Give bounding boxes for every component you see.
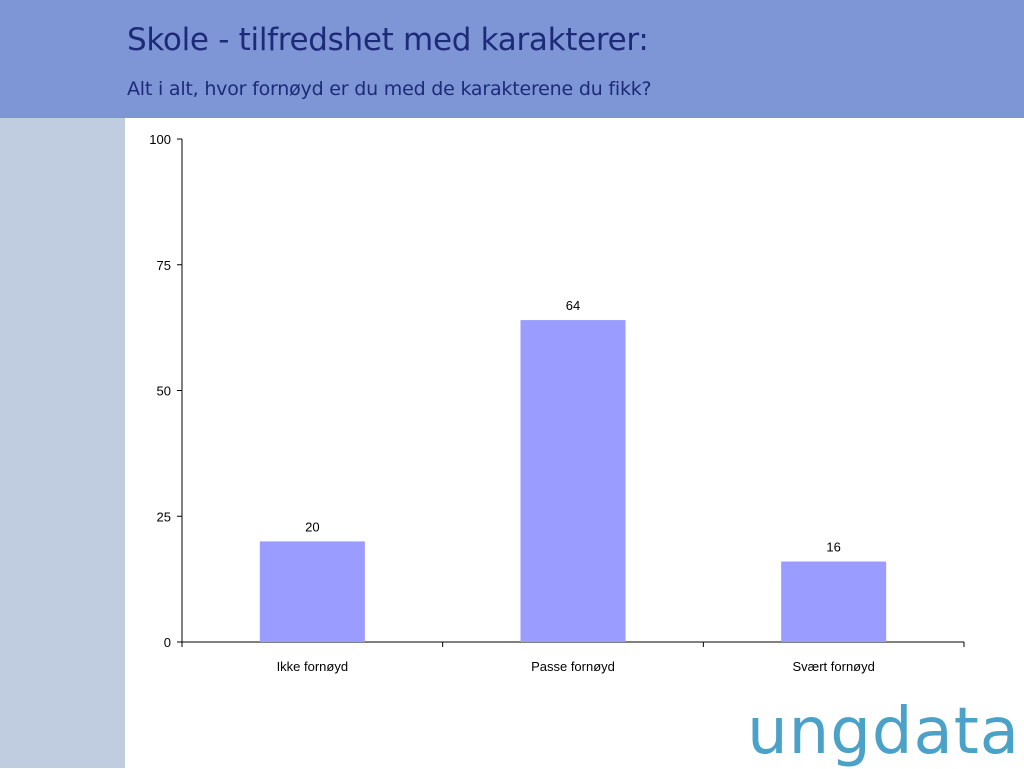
header-band: Skole - tilfredshet med karakterer: Alt …: [0, 0, 1024, 118]
y-tick-label: 50: [157, 384, 171, 399]
side-strip: [0, 118, 125, 768]
x-category-label: Ikke fornøyd: [277, 659, 349, 674]
ungdata-logo: ungdata: [747, 695, 1020, 769]
data-label: 64: [566, 298, 580, 313]
bar-chart: 0 25 50 75 100 20 Ikke fornøyd 64 Passe fornøyd 1…: [149, 132, 965, 674]
page-subtitle: Alt i alt, hvor fornøyd er du med de kar…: [127, 78, 652, 100]
page-title: Skole - tilfredshet med karakterer:: [127, 22, 649, 58]
bar: [520, 320, 626, 642]
y-tick-label: 25: [157, 509, 171, 524]
x-category-label: Passe fornøyd: [531, 659, 615, 674]
y-tick-label: 75: [157, 258, 171, 273]
y-tick-label: 0: [164, 635, 171, 650]
bar: [781, 561, 887, 642]
y-tick-label: 100: [149, 132, 171, 147]
x-category-label: Svært fornøyd: [792, 659, 874, 674]
data-label: 16: [826, 540, 840, 555]
data-label: 20: [305, 519, 319, 534]
bar: [259, 541, 365, 642]
